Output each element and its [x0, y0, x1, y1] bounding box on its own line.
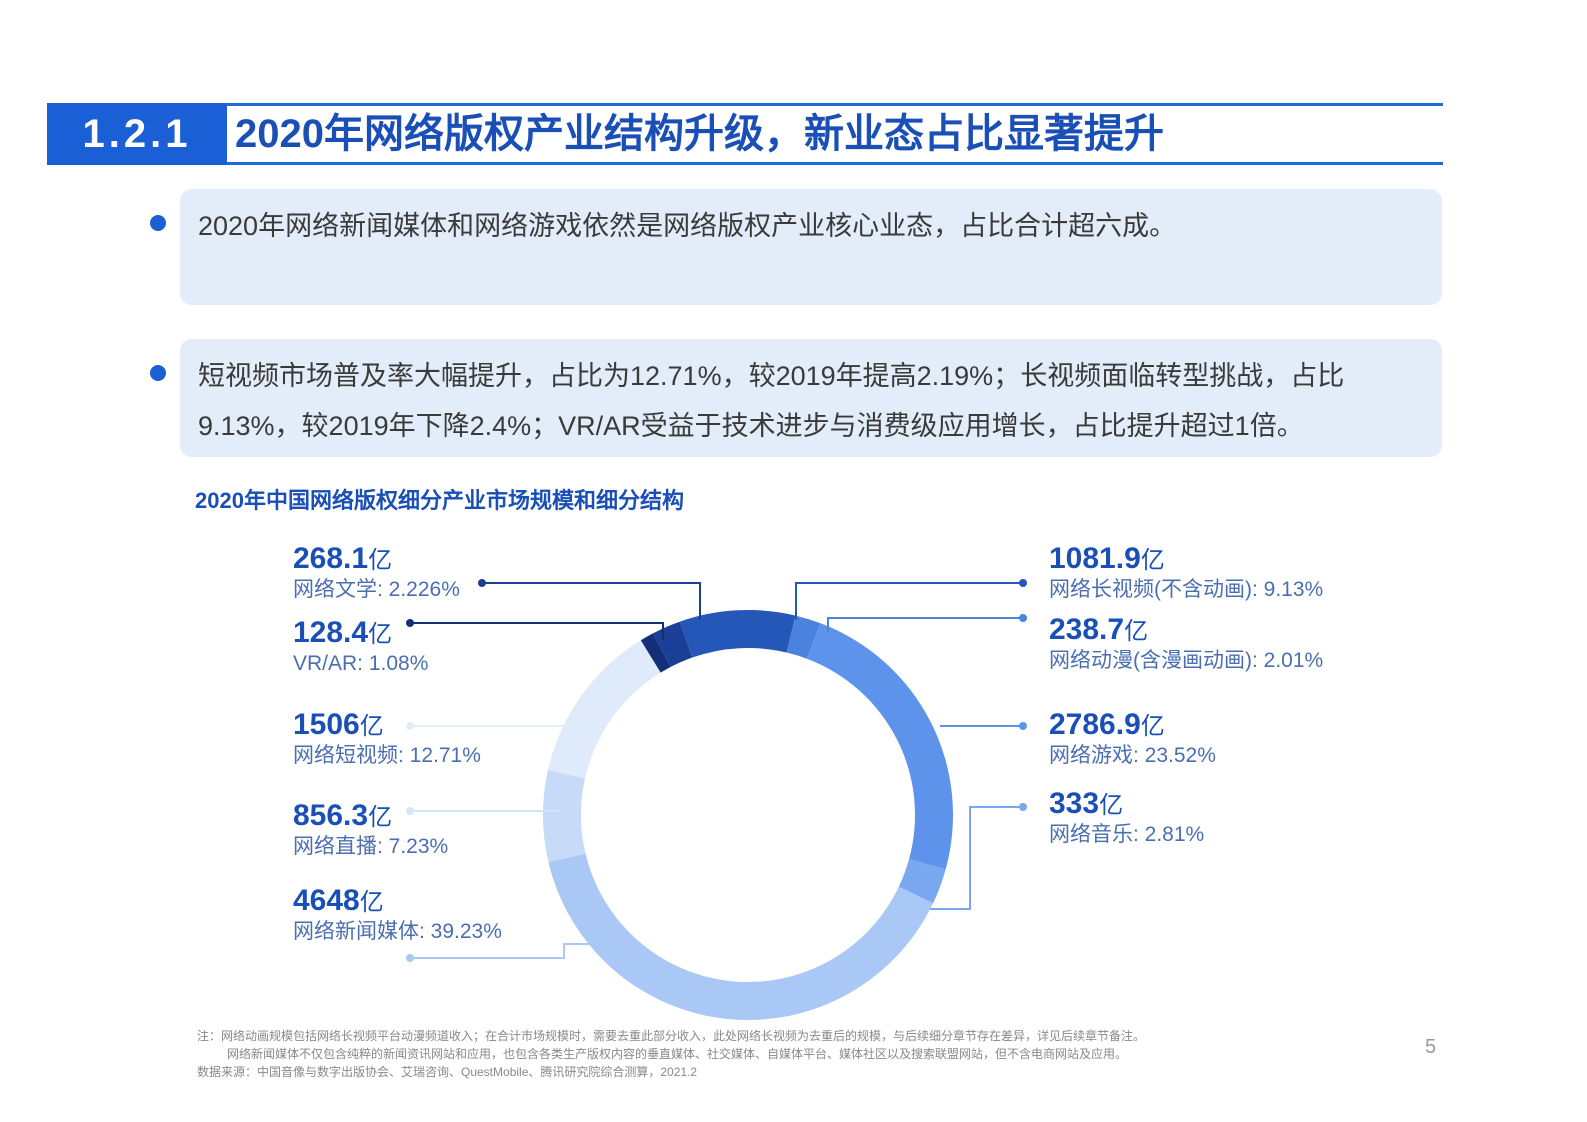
- donut-slice-3: [898, 859, 946, 904]
- leader-dot-5: [1019, 579, 1027, 587]
- bullet-dot-1: [150, 215, 166, 231]
- label-category: 网络动漫(含漫画动画): 2.01%: [1049, 649, 1324, 672]
- label-category: VR/AR: 1.08%: [293, 652, 429, 675]
- leader-dot-3: [406, 807, 414, 815]
- label-category: 网络长视频(不含动画): 9.13%: [1049, 578, 1324, 601]
- donut-slice-7: [640, 633, 671, 673]
- label-short-video: 1506亿 网络短视频: 12.71%: [293, 706, 481, 770]
- leader-lines: [410, 582, 1023, 959]
- label-unit: 亿: [368, 804, 393, 831]
- label-unit: 亿: [368, 621, 393, 648]
- section-header: 1.2.1 2020年网络版权产业结构升级，新业态占比显著提升: [47, 103, 1443, 165]
- label-category: 网络音乐: 2.81%: [1049, 823, 1205, 846]
- leader-line-0: [482, 582, 701, 620]
- label-long-video: 1081.9亿 网络长视频(不含动画): 9.13%: [1049, 540, 1323, 604]
- leader-line-5: [795, 582, 1023, 620]
- label-value: 4648: [293, 884, 360, 917]
- section-title: 2020年网络版权产业结构升级，新业态占比显著提升: [235, 112, 1164, 156]
- label-music: 333亿 网络音乐: 2.81%: [1049, 785, 1204, 849]
- bullet-box-1: 2020年网络新闻媒体和网络游戏依然是网络版权产业核心业态，占比合计超六成。: [180, 189, 1442, 305]
- label-news: 4648亿 网络新闻媒体: 39.23%: [293, 882, 502, 946]
- section-number: 1.2.1: [47, 103, 227, 165]
- label-category: 网络文学: 2.226%: [293, 578, 460, 601]
- label-value: 238.7: [1049, 613, 1125, 646]
- label-unit: 亿: [1124, 618, 1149, 645]
- donut-slice-4: [548, 853, 934, 1021]
- leader-dot-7: [1019, 722, 1027, 730]
- bullet-text-1: 2020年网络新闻媒体和网络游戏依然是网络版权产业核心业态，占比合计超六成。: [198, 211, 1177, 241]
- label-unit: 亿: [1140, 713, 1165, 740]
- chart-title: 2020年中国网络版权细分产业市场规模和细分结构: [195, 488, 684, 513]
- leader-dot-1: [406, 619, 414, 627]
- label-category: 网络游戏: 23.52%: [1049, 744, 1216, 767]
- label-value: 268.1: [293, 542, 369, 575]
- label-value: 2786.9: [1049, 708, 1141, 741]
- label-unit: 亿: [1099, 792, 1124, 819]
- label-category: 网络新闻媒体: 39.23%: [293, 920, 502, 943]
- donut-slice-5: [543, 769, 586, 863]
- leader-line-1: [410, 622, 664, 640]
- label-unit: 亿: [368, 547, 393, 574]
- page-number: 5: [1425, 1036, 1437, 1058]
- label-unit: 亿: [359, 889, 384, 916]
- footnotes: 注：网络动画规模包括网络长视频平台动漫频道收入；在合计市场规模时，需要去重此部分…: [197, 1027, 1145, 1081]
- label-value: 128.4: [293, 616, 369, 649]
- label-unit: 亿: [1140, 547, 1165, 574]
- bullet-dot-2: [150, 365, 166, 381]
- bullet-text-2: 短视频市场普及率大幅提升，占比为12.71%，较2019年提高2.19%；长视频…: [198, 361, 1345, 441]
- label-value: 856.3: [293, 799, 369, 832]
- donut-slice-2: [806, 623, 953, 870]
- label-value: 1506: [293, 708, 360, 741]
- donut-slices: [543, 609, 953, 1021]
- footnote-1: 注：网络动画规模包括网络长视频平台动漫频道收入；在合计市场规模时，需要去重此部分…: [197, 1029, 1146, 1043]
- leader-line-6: [827, 617, 1023, 632]
- label-category: 网络直播: 7.23%: [293, 835, 449, 858]
- label-games: 2786.9亿 网络游戏: 23.52%: [1049, 706, 1216, 770]
- label-vrar: 128.4亿 VR/AR: 1.08%: [293, 614, 428, 678]
- leader-dot-4: [406, 954, 414, 962]
- label-animation: 238.7亿 网络动漫(含漫画动画): 2.01%: [1049, 611, 1323, 675]
- bullet-box-2: 短视频市场普及率大幅提升，占比为12.71%，较2019年提高2.19%；长视频…: [180, 339, 1442, 457]
- leader-line-4: [410, 943, 600, 959]
- label-value: 1081.9: [1049, 542, 1141, 575]
- leader-line-8: [930, 806, 1023, 910]
- label-live: 856.3亿 网络直播: 7.23%: [293, 797, 448, 861]
- footnote-source: 数据来源：中国音像与数字出版协会、艾瑞咨询、QuestMobile、腾讯研究院综…: [197, 1065, 698, 1079]
- label-unit: 亿: [359, 713, 384, 740]
- leader-dot-6: [1019, 614, 1027, 622]
- label-category: 网络短视频: 12.71%: [293, 744, 481, 767]
- label-value: 333: [1049, 787, 1100, 820]
- donut-slice-6: [548, 640, 661, 779]
- leader-dot-2: [406, 722, 414, 730]
- leader-dot-0: [478, 579, 486, 587]
- leader-dot-8: [1019, 803, 1027, 811]
- leader-dots: [406, 579, 1027, 962]
- footnote-2: 网络新闻媒体不仅包含纯粹的新闻资讯网站和应用，也包含各类生产版权内容的垂直媒体、…: [227, 1047, 1128, 1061]
- label-literature: 268.1亿 网络文学: 2.226%: [293, 540, 460, 604]
- donut-slice-1: [786, 615, 821, 659]
- donut-slice-0: [679, 609, 796, 658]
